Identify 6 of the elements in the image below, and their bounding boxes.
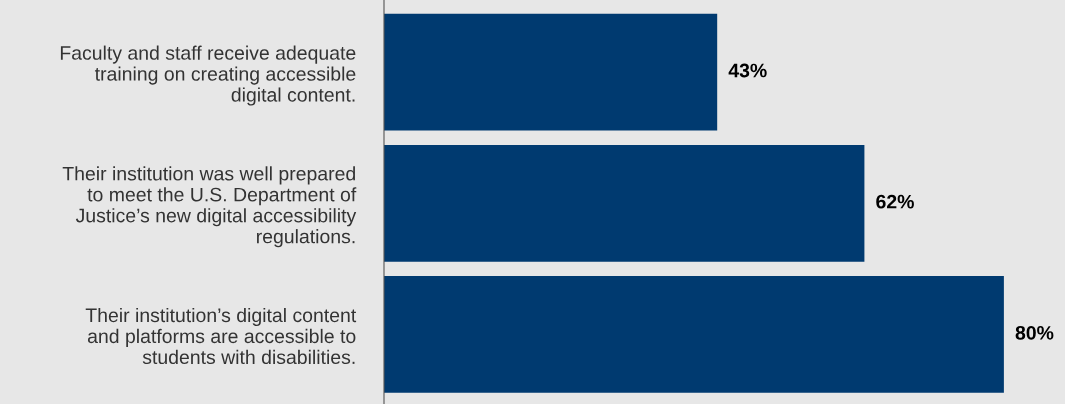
data-label: 62% <box>876 194 914 209</box>
y-tick-label: Their institution was well prepared to meet the U.S. Department of Justice’s new digital accessibility regulations. <box>62 166 357 248</box>
y-tick-label: Faculty and staff receive adequate training on creating accessible digital content. <box>60 45 356 106</box>
data-label: 80% <box>1015 325 1054 340</box>
y-tick-label: Their institution’s digital content and platforms are accessible to students with disabilities. <box>85 307 357 365</box>
data-label: 43% <box>728 63 767 78</box>
